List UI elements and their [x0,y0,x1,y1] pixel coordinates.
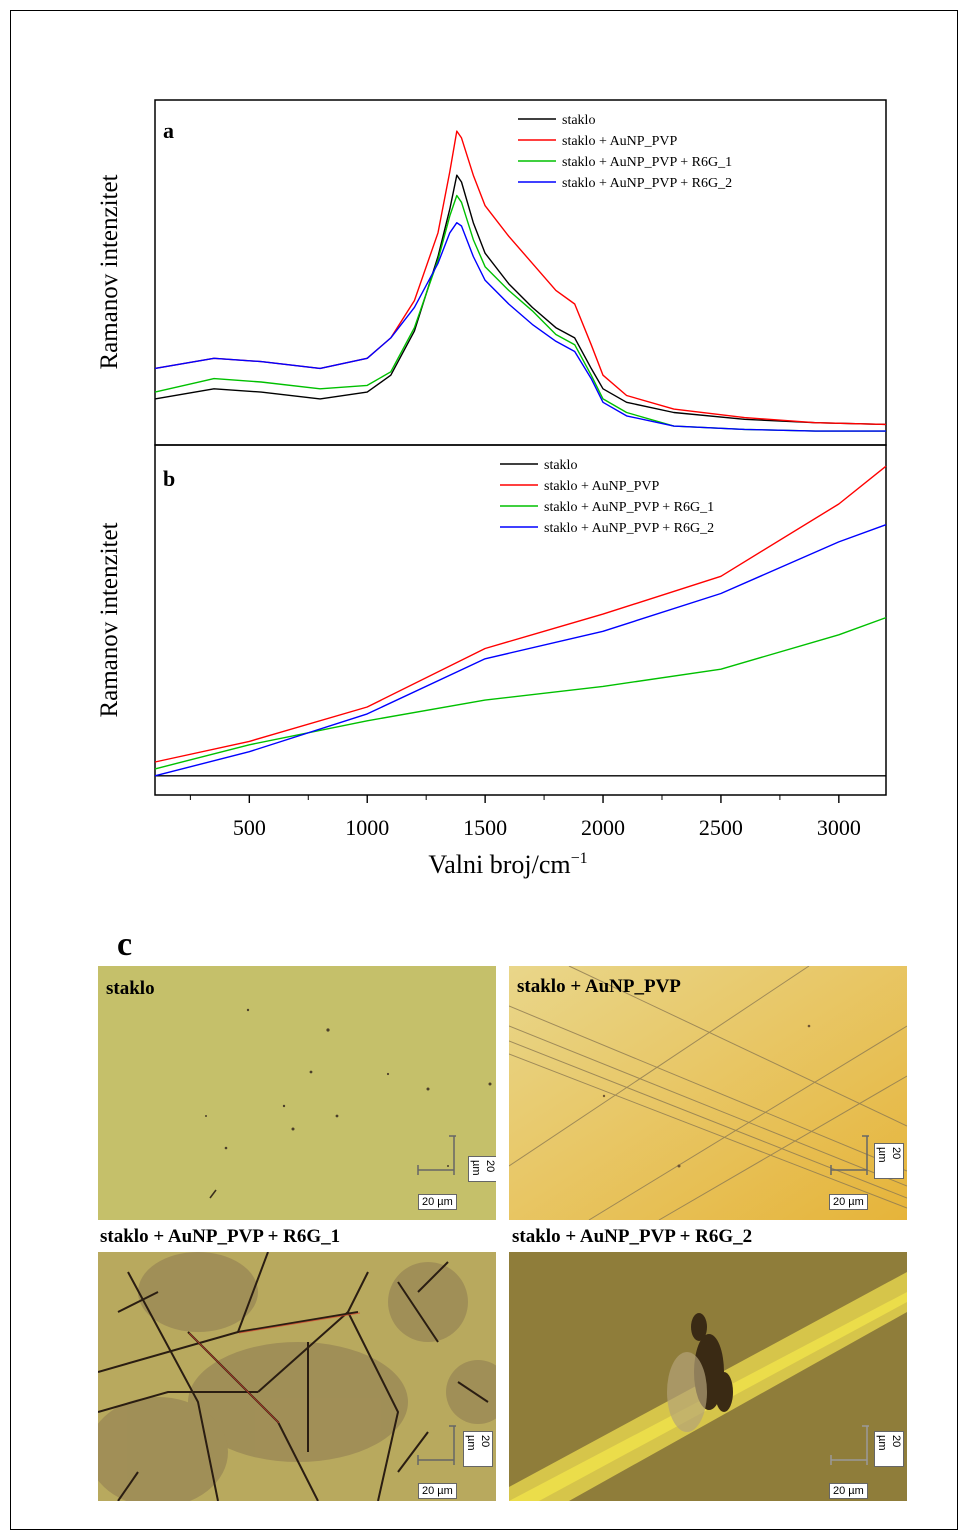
panel-b-label: b [163,466,175,491]
micrograph-r6g1-caption: staklo + AuNP_PVP + R6G_1 [100,1226,341,1247]
x-axis-label: Valni broj/cm−1 [428,850,587,879]
micrograph-aunp-pvp-image [509,966,907,1220]
scratch-lines [509,966,907,1220]
legend-label-b-staklo-aunp-pvp: staklo + AuNP_PVP [544,479,659,494]
scale-bar-r6g2 [830,1425,869,1465]
panel-b-series [154,465,887,777]
micrograph-aunp-pvp-label: staklo + AuNP_PVP [517,976,681,997]
micrograph-glass-image [98,966,496,1220]
scale-label-v-aunp-pvp: 20 µm [874,1143,904,1179]
legend-label-a-staklo-aunp-pvp-r6g-1: staklo + AuNP_PVP + R6G_1 [562,155,732,170]
dust-specks [205,1008,492,1167]
scale-bar-aunp-pvp [830,1135,869,1175]
droplet-regions [98,1252,496,1501]
scale-bar-r6g1 [417,1425,456,1465]
x-tick-label-2500: 2500 [699,815,743,840]
legend-label-b-staklo-aunp-pvp-r6g-1: staklo + AuNP_PVP + R6G_1 [544,500,714,515]
y-axis-label-b: Ramanov intenzitet [96,522,123,717]
panel-a-label: a [163,118,174,143]
x-tick-label-500: 500 [233,815,266,840]
series-line-a-staklo [154,174,887,426]
micrograph-r6g2: 20 µm 20 µm [509,1252,907,1501]
scale-label-h-aunp-pvp: 20 µm [829,1194,868,1210]
scale-label-h-glass: 20 µm [418,1194,457,1210]
legend-label-a-staklo: staklo [562,113,595,128]
scale-label-v-glass: 20 µm [468,1156,496,1182]
scale-label-h-r6g2: 20 µm [829,1483,868,1499]
micrograph-r6g2-caption: staklo + AuNP_PVP + R6G_2 [512,1226,753,1247]
scale-label-v-r6g1: 20 µm [463,1431,493,1467]
legend-label-b-staklo: staklo [544,458,577,473]
x-axis-ticks: 500 1000 1500 2000 2500 3000 [189,795,861,840]
scale-label-v-r6g2: 20 µm [874,1431,904,1467]
charts-svg: a b Ramanov intenzitet Ramanov intenzite… [96,99,887,879]
scale-label-h-r6g1: 20 µm [418,1483,457,1499]
legend-label-b-staklo-aunp-pvp-r6g-2: staklo + AuNP_PVP + R6G_2 [544,521,714,536]
x-tick-label-1500: 1500 [463,815,507,840]
panel-a-series [154,130,887,432]
micrograph-glass: staklo 20 µm 20 µm [98,966,496,1220]
legend-label-a-staklo-aunp-pvp: staklo + AuNP_PVP [562,134,677,149]
panel-c-label: c [117,926,133,963]
series-line-b-staklo-aunp-pvp-r6g-1 [154,616,887,770]
x-tick-label-2000: 2000 [581,815,625,840]
series-line-a-staklo-aunp-pvp-r6g-2 [154,221,886,432]
micrograph-glass-label: staklo [106,978,155,999]
panel-b-frame [154,444,887,796]
scale-bar-glass [417,1135,456,1175]
series-line-a-staklo-aunp-pvp [154,130,887,426]
micrograph-aunp-pvp: staklo + AuNP_PVP 20 µm 20 µm [509,966,907,1220]
panel-a-frame [154,99,887,446]
series-line-b-staklo-aunp-pvp-r6g-2 [154,524,887,777]
y-axis-label-a: Ramanov intenzitet [96,174,123,369]
series-line-b-staklo-aunp-pvp [154,465,887,763]
legend-label-a-staklo-aunp-pvp-r6g-2: staklo + AuNP_PVP + R6G_2 [562,176,732,191]
x-tick-label-3000: 3000 [817,815,861,840]
series-line-a-staklo-aunp-pvp-r6g-1 [154,194,886,432]
micrograph-r6g1: 20 µm 20 µm [98,1252,496,1501]
x-tick-label-1000: 1000 [345,815,389,840]
